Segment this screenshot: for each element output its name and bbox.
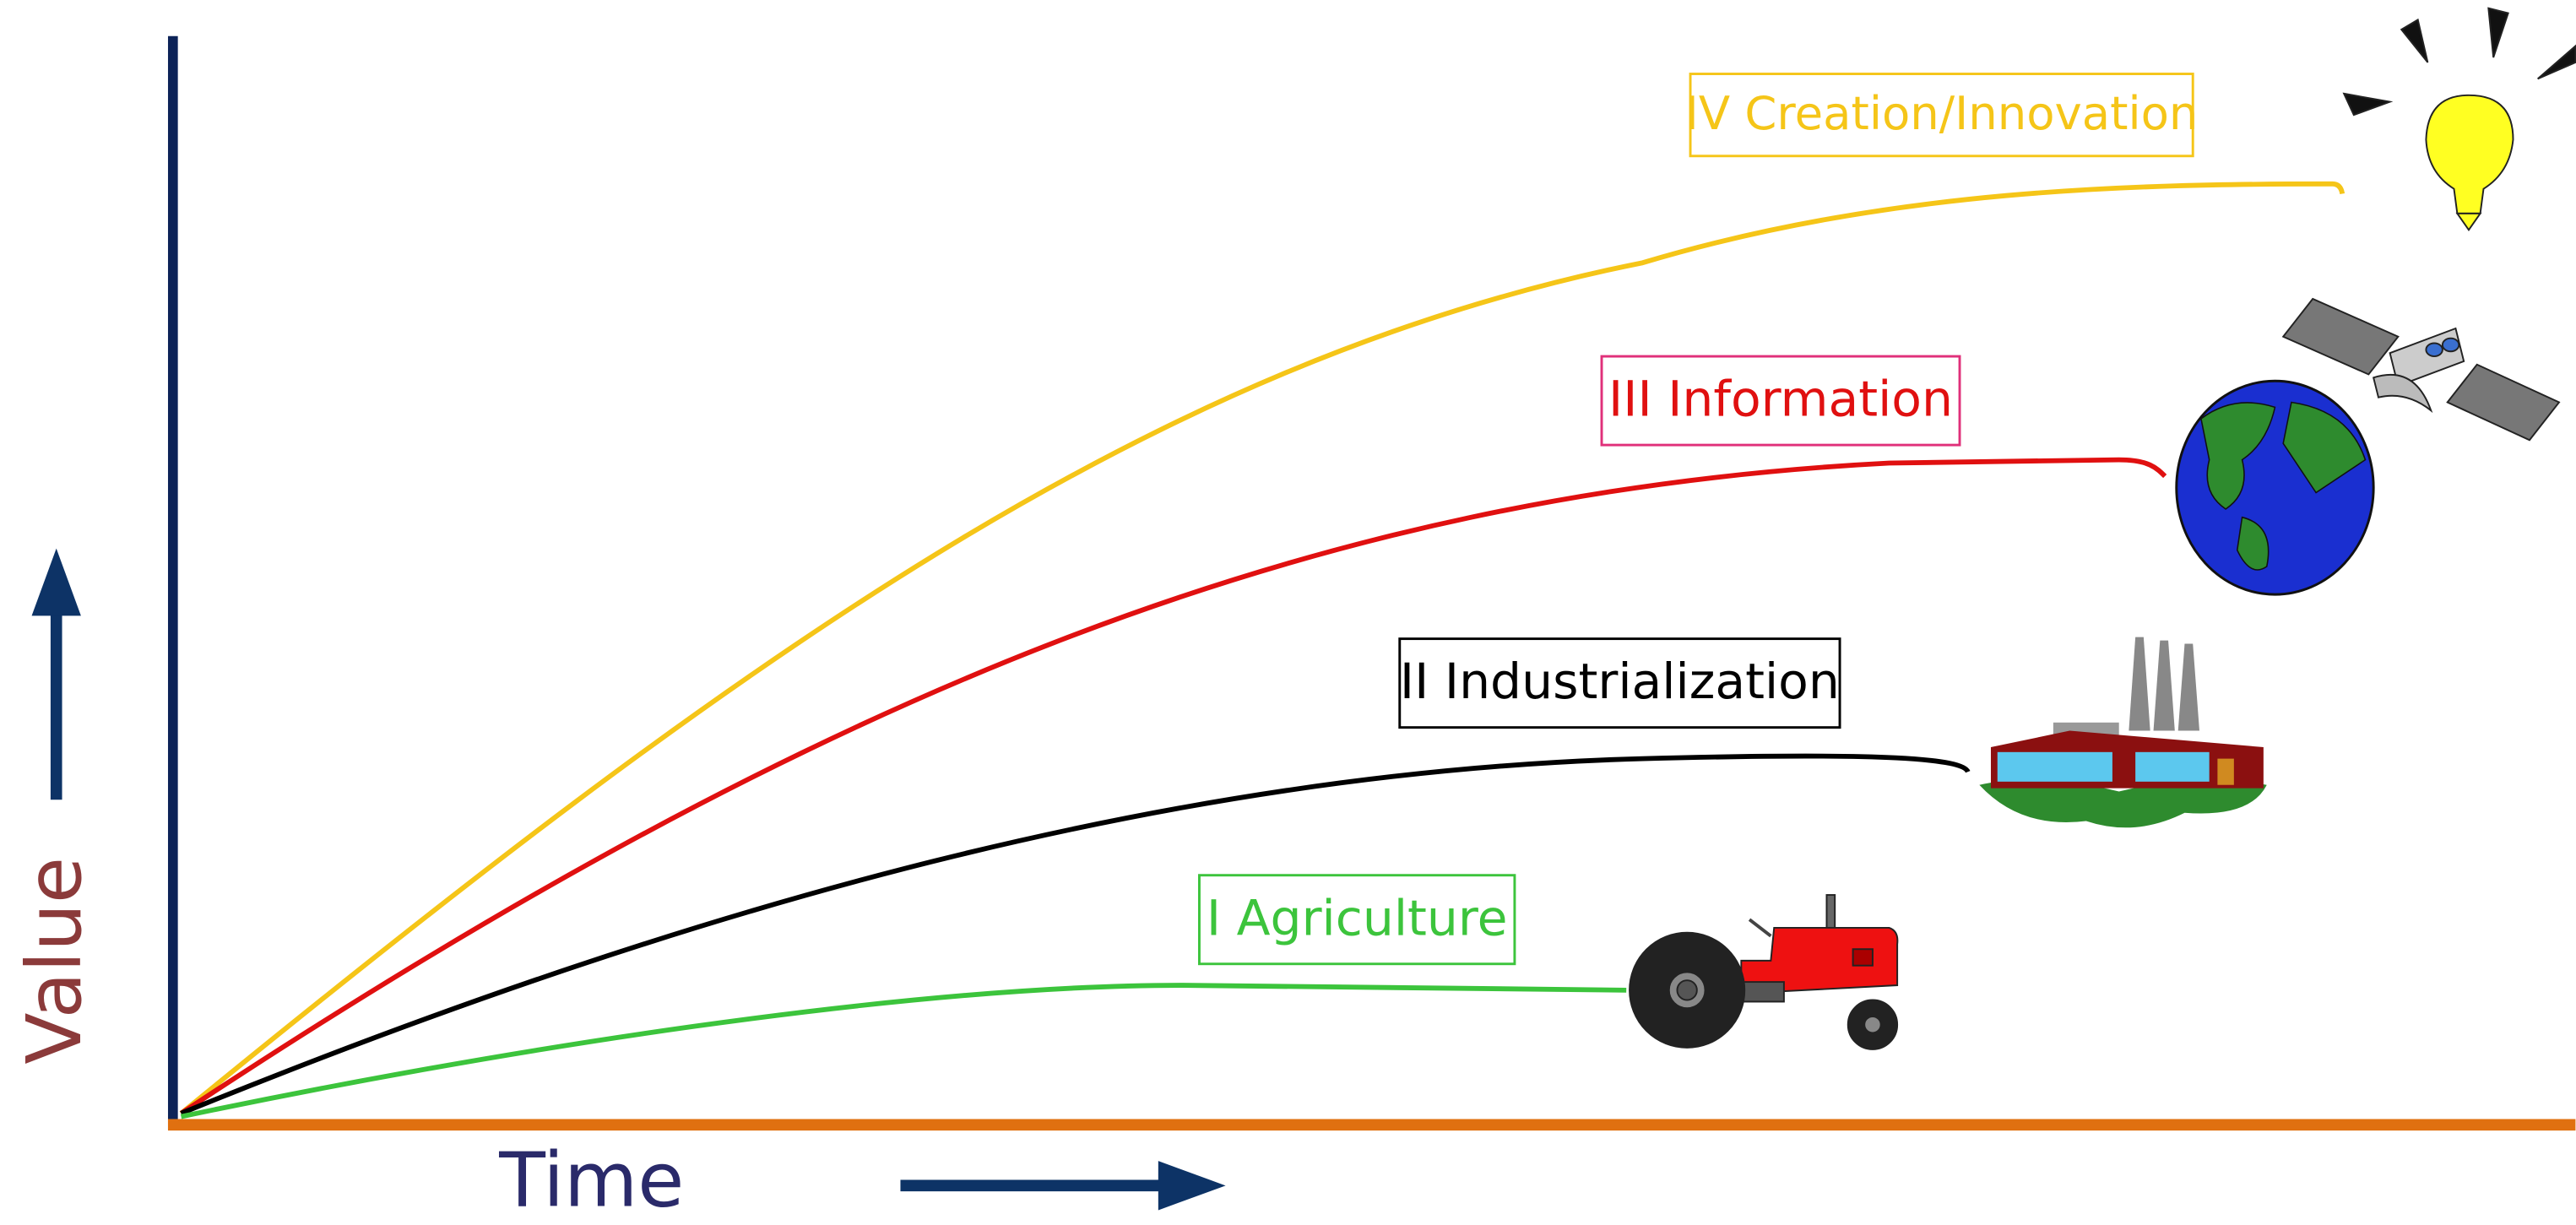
globe-icon xyxy=(2175,379,2375,596)
factory-icon xyxy=(1979,637,2267,828)
stage-label: I Agriculture xyxy=(1207,889,1508,946)
y-arrow xyxy=(31,548,81,800)
label-box xyxy=(1398,637,1841,729)
y-axis-label: Value xyxy=(11,857,99,1065)
curve-information xyxy=(179,457,2167,1116)
x-axis-label: Time xyxy=(498,1137,684,1225)
stage-label: II Industrialization xyxy=(1400,653,1840,710)
label-box xyxy=(1600,355,1961,447)
tractor-icon xyxy=(1629,894,1899,1050)
bulb-icon xyxy=(2342,7,2576,232)
stage-label: III Information xyxy=(1608,371,1953,428)
stage-label: IV Creation/Innovation xyxy=(1685,86,2199,140)
curve-agriculture xyxy=(180,983,1627,1119)
curve-industrialization xyxy=(180,753,1971,1116)
curve-innovation xyxy=(179,181,2346,1115)
label-box xyxy=(1198,874,1516,966)
x-arrow xyxy=(900,1161,1226,1211)
label-box xyxy=(1689,73,2194,158)
satellite-icon xyxy=(2281,297,2561,442)
